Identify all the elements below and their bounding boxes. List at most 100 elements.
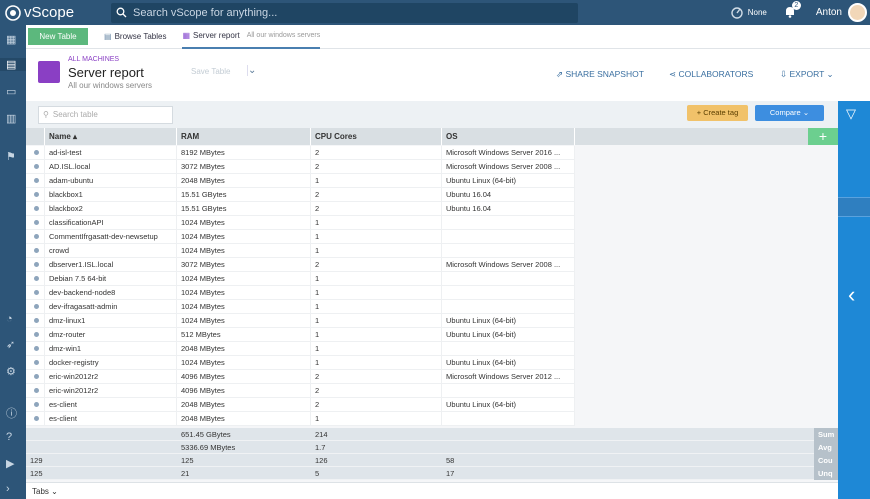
report-header: ALL MACHINES Server report All our windo…	[26, 50, 838, 100]
info-icon[interactable]: ⓘ	[6, 408, 17, 420]
save-options-chevron-icon[interactable]: ⌄	[247, 65, 257, 76]
table-row[interactable]: dev-ifragasatt-admin 1024 MBytes 1	[26, 300, 575, 314]
table-row[interactable]: crowd 1024 MBytes 1	[26, 244, 575, 258]
summary-cell: 651.45 GBytes	[181, 430, 231, 439]
table-row[interactable]: dmz-win1 2048 MBytes 1	[26, 342, 575, 356]
summary-label: Unq	[814, 467, 838, 480]
category-label: ALL MACHINES	[68, 56, 120, 63]
table-cell: adam-ubuntu	[45, 174, 177, 188]
table-row[interactable]: dmz-linux1 1024 MBytes 1 Ubuntu Linux (64-b…	[26, 314, 575, 328]
tabs-dropdown[interactable]: Tabs ⌄	[32, 486, 58, 496]
collaborators-button[interactable]: ⋖ COLLABORATORS	[669, 69, 753, 80]
table-search-input[interactable]: Search table	[52, 110, 98, 119]
table-icon: ▤	[104, 32, 112, 41]
window-icon[interactable]: ▭	[6, 86, 17, 98]
share-snapshot-button[interactable]: ⇗ SHARE SNAPSHOT	[556, 69, 644, 80]
table-cell: eric-win2012r2	[45, 370, 177, 384]
table-row[interactable]: eric-win2012r2 4096 MBytes 2	[26, 384, 575, 398]
table-cell	[442, 244, 575, 258]
user-name[interactable]: Anton	[815, 7, 842, 18]
table-row[interactable]: CommentIfrgasatt-dev-newsetup 1024 MBytes…	[26, 230, 575, 244]
row-status-dot	[26, 300, 45, 314]
tab-bar: New Table ▤ Browse Tables ▦ Server report A…	[26, 25, 870, 49]
table-row[interactable]: blackbox2 15.51 GBytes 2 Ubuntu 16.04	[26, 202, 575, 216]
table-cell	[442, 230, 575, 244]
search-icon: ⚲	[43, 110, 49, 119]
select-all-checkbox[interactable]	[26, 128, 45, 145]
table-row[interactable]: dev-backend-node8 1024 MBytes 1	[26, 286, 575, 300]
search-input[interactable]: Search vScope for anything...	[133, 6, 278, 19]
table-row[interactable]: es-client 2048 MBytes 2 Ubuntu Linux (64-bi…	[26, 398, 575, 412]
app-name: vScope	[24, 4, 75, 21]
tabs-dropdown-label: Tabs	[32, 486, 49, 496]
table-cell: 4096 MBytes	[177, 370, 311, 384]
chart-icon[interactable]: ▥	[6, 113, 17, 125]
gauge-icon[interactable]: ◔	[6, 313, 13, 325]
table-cell: 2048 MBytes	[177, 342, 311, 356]
column-header-os[interactable]: OS	[442, 128, 575, 145]
add-column-button[interactable]: +	[808, 128, 838, 145]
new-table-button[interactable]: New Table	[28, 28, 88, 45]
table-cell: 2	[311, 384, 442, 398]
notifications[interactable]: 2	[784, 1, 801, 20]
status-dot	[34, 290, 39, 295]
summary-cell	[442, 441, 575, 454]
table-row[interactable]: AD.ISL.local 3072 MBytes 2 Microsoft Window…	[26, 160, 575, 174]
table-row[interactable]: es-client 2048 MBytes 1	[26, 412, 575, 426]
mode-label[interactable]: None	[747, 8, 767, 17]
tab-active-label: Server report	[193, 31, 240, 40]
page-title: Server report	[68, 65, 144, 80]
table-cell: crowd	[45, 244, 177, 258]
share-icon: ⇗	[556, 69, 566, 79]
summary-cell	[442, 428, 575, 441]
compare-button[interactable]: Compare ⌄	[755, 105, 824, 121]
mode-icon[interactable]	[730, 6, 744, 20]
table-cell: 1	[311, 272, 442, 286]
table-toolbar: ⚲ Search table + Create tag Compare ⌄	[26, 101, 838, 128]
export-button[interactable]: ⇩ EXPORT ⌄	[780, 69, 834, 79]
row-status-dot	[26, 258, 45, 272]
row-status-dot	[26, 202, 45, 216]
tab-browse-label: Browse Tables	[114, 32, 167, 41]
table-search[interactable]: ⚲ Search table	[38, 105, 173, 124]
table-cell: 512 MBytes	[177, 328, 311, 342]
table-row[interactable]: blackbox1 15.51 GBytes 2 Ubuntu 16.04	[26, 188, 575, 202]
table-cell: 3072 MBytes	[177, 160, 311, 174]
expand-icon[interactable]: ›	[6, 483, 10, 495]
column-header-ram[interactable]: RAM	[177, 128, 311, 145]
collapse-panel-icon[interactable]: ‹	[848, 282, 856, 307]
table-cell: Ubuntu Linux (64-bit)	[442, 398, 575, 412]
table-cell: blackbox2	[45, 202, 177, 216]
rocket-icon[interactable]: ➶	[6, 339, 16, 351]
row-status-dot	[26, 174, 45, 188]
save-table-button[interactable]: Save Table	[191, 67, 231, 76]
table-row[interactable]: eric-win2012r2 4096 MBytes 2 Microsoft Wind…	[26, 370, 575, 384]
table-cell: ad-isl-test	[45, 146, 177, 160]
column-header-name[interactable]: Name ▴	[45, 128, 177, 145]
table-row[interactable]: classificationAPI 1024 MBytes 1	[26, 216, 575, 230]
table-row[interactable]: dmz-router 512 MBytes 1 Ubuntu Linux (64-bi…	[26, 328, 575, 342]
dashboard-icon[interactable]: ▦	[6, 34, 17, 46]
app-logo[interactable]: vScope	[0, 4, 108, 21]
table-icon[interactable]: ▤	[0, 58, 26, 71]
table-row[interactable]: Debian 7.5 64-bit 1024 MBytes 1	[26, 272, 575, 286]
table-row[interactable]: ad-isl-test 8192 MBytes 2 Microsoft Windows…	[26, 146, 575, 160]
filter-icon[interactable]: ▽	[846, 106, 856, 121]
column-header-cpu[interactable]: CPU Cores	[311, 128, 442, 145]
tab-browse[interactable]: ▤ Browse Tables	[104, 25, 166, 49]
table-row[interactable]: dbserver1.ISL.local 3072 MBytes 2 Microsoft…	[26, 258, 575, 272]
summary-cell	[26, 428, 177, 441]
table-row[interactable]: adam-ubuntu 2048 MBytes 1 Ubuntu Linux (64-…	[26, 174, 575, 188]
video-icon[interactable]: ▶	[6, 458, 15, 470]
create-tag-button[interactable]: + Create tag	[687, 105, 748, 121]
help-icon[interactable]: ?	[6, 431, 13, 443]
table-cell: docker-registry	[45, 356, 177, 370]
flag-icon[interactable]: ⚑	[6, 151, 16, 163]
global-search[interactable]: Search vScope for anything...	[111, 2, 578, 23]
status-dot	[34, 234, 39, 239]
report-icon	[38, 61, 60, 83]
avatar[interactable]	[848, 3, 867, 22]
table-row[interactable]: docker-registry 1024 MBytes 1 Ubuntu Linux …	[26, 356, 575, 370]
gear-icon[interactable]: ⚙	[6, 366, 16, 378]
tab-server-report[interactable]: ▦ Server report All our windows servers	[182, 25, 321, 49]
